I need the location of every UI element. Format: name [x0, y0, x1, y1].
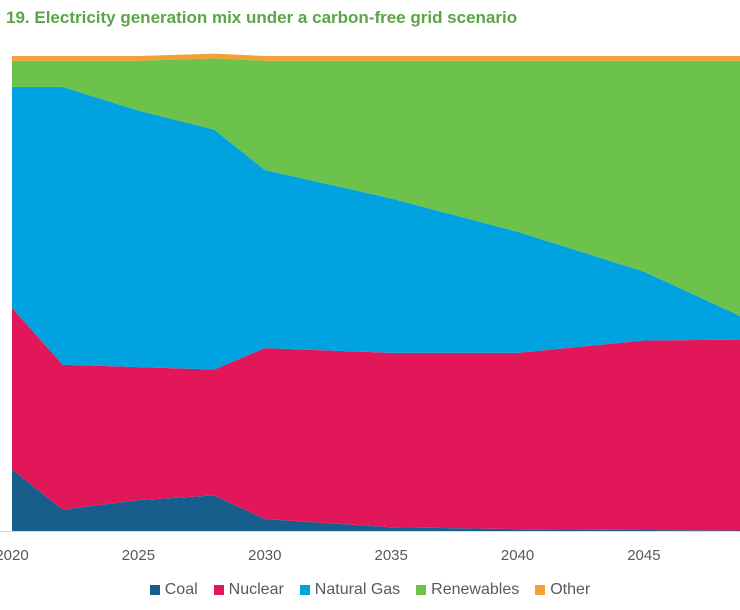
chart-title: 19. Electricity generation mix under a c…: [6, 8, 518, 27]
legend-label: Coal: [164, 581, 198, 598]
x-tick-label: 2025: [122, 547, 155, 564]
chart-legend: Coal Nuclear Natural Gas Renewables Other: [0, 581, 740, 599]
legend-swatch: [535, 585, 546, 595]
legend-item: Other: [535, 581, 590, 599]
legend-label: Natural Gas: [314, 581, 401, 598]
x-tick-label: 2035: [375, 547, 408, 564]
legend-swatch: [416, 585, 427, 595]
legend-label: Nuclear: [228, 581, 284, 598]
legend-item: Nuclear: [213, 581, 284, 599]
x-tick-label: 2045: [627, 547, 660, 564]
area-nuclear: [12, 307, 740, 531]
legend-item: Natural Gas: [299, 581, 401, 599]
x-tick-label: 2030: [248, 547, 281, 564]
x-tick-label: 2040: [501, 547, 534, 564]
legend-swatch: [213, 585, 224, 595]
legend-label: Other: [550, 581, 591, 598]
area-other: [12, 53, 740, 61]
area-coal: [12, 469, 740, 531]
legend-swatch: [299, 585, 310, 595]
area-renewables: [12, 58, 740, 316]
legend-swatch: [149, 585, 160, 595]
legend-label: Renewables: [431, 581, 520, 598]
area-natural-gas: [12, 86, 740, 370]
legend-item: Coal: [149, 581, 198, 599]
legend-item: Renewables: [416, 581, 519, 599]
